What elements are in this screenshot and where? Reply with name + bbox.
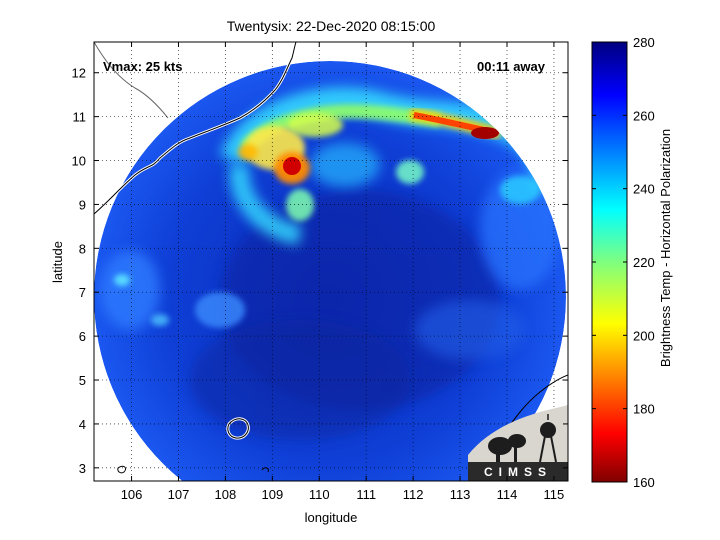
chart-title: Twentysix: 22-Dec-2020 08:15:00	[227, 18, 436, 34]
x-tick-label: 114	[497, 487, 518, 502]
colorbar: 160 180 200 220 240 260 280 Brightness Temp - …	[591, 35, 673, 490]
y-tick-labels: 3 4 5 6 7 8 9 10 11 12	[72, 66, 86, 476]
x-tick-label: 113	[450, 487, 471, 502]
y-tick-label: 8	[79, 241, 86, 256]
y-tick-label: 5	[79, 373, 86, 388]
colorbar-tick-label: 200	[633, 328, 655, 343]
colorbar-tick-label: 220	[633, 255, 655, 270]
x-tick-labels: 106 107 108 109 110 111 112 113 114 115	[121, 487, 565, 502]
x-tick-label: 108	[215, 487, 237, 502]
y-tick-label: 9	[79, 197, 86, 212]
cimss-logo: CIMSS	[468, 405, 568, 481]
colorbar-tick-label: 280	[633, 35, 655, 50]
y-tick-label: 3	[79, 461, 86, 476]
y-tick-label: 11	[73, 110, 87, 125]
y-axis-label: latitude	[50, 241, 65, 283]
x-tick-label: 111	[356, 487, 376, 502]
axis-ticks	[94, 42, 568, 481]
x-tick-label: 112	[403, 487, 424, 502]
y-tick-label: 10	[72, 154, 86, 169]
y-tick-label: 6	[79, 329, 86, 344]
colorbar-ticks: 160 180 200 220 240 260 280	[592, 35, 655, 490]
colorbar-tick-label: 240	[633, 182, 655, 197]
x-tick-label: 110	[309, 487, 330, 502]
x-tick-label: 115	[544, 487, 565, 502]
y-tick-label: 4	[79, 417, 86, 432]
colorbar-tick-label: 260	[633, 108, 655, 123]
vmax-label: Vmax: 25 kts	[103, 59, 183, 74]
x-tick-label: 109	[261, 487, 283, 502]
cimss-logo-text: CIMSS	[484, 465, 552, 479]
colorbar-scale	[591, 41, 628, 483]
colorbar-tick-label: 180	[633, 402, 655, 417]
brightness-temp-swath	[94, 61, 566, 481]
colorbar-tick-label: 160	[633, 475, 655, 490]
x-tick-label: 107	[168, 487, 190, 502]
y-tick-label: 7	[79, 285, 86, 300]
time-away-label: 00:11 away	[477, 59, 546, 74]
x-tick-label: 106	[121, 487, 143, 502]
grid-lines	[94, 42, 568, 481]
y-tick-label: 12	[72, 66, 86, 81]
colorbar-label: Brightness Temp - Horizontal Polarizatio…	[658, 129, 673, 367]
axes-frame	[93, 41, 569, 482]
x-axis-label: longitude	[305, 510, 358, 525]
plot-area: CIMSS	[94, 42, 568, 481]
